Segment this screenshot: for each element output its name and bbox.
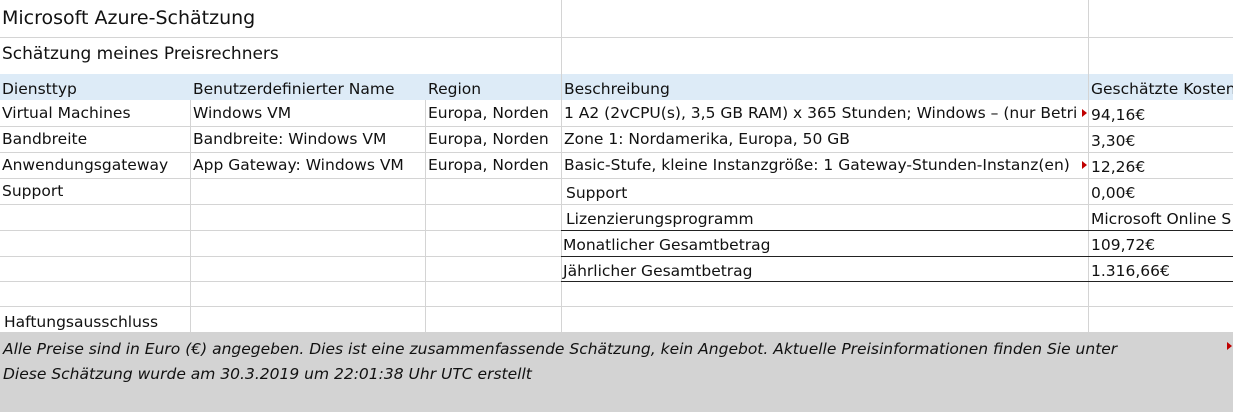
cell-description[interactable]: 1 A2 (2vCPU(s), 3,5 GB RAM) x 365 Stunde… (564, 104, 1078, 122)
gridline-v (190, 100, 191, 332)
gridline-v (561, 0, 562, 332)
overflow-marker-icon (1082, 109, 1087, 117)
summary-border (561, 230, 1233, 231)
cell-service-type[interactable]: Anwendungsgateway (2, 156, 169, 174)
summary-monthly-value[interactable]: 109,72€ (1091, 236, 1156, 254)
gridline-v (425, 100, 426, 332)
cell-description[interactable]: Basic-Stufe, kleine Instanzgröße: 1 Gate… (564, 156, 1070, 174)
gridline-h (0, 230, 561, 231)
header-service-type[interactable]: Diensttyp (2, 80, 77, 98)
overflow-marker-icon (1227, 342, 1232, 350)
summary-yearly-label[interactable]: Jährlicher Gesamtbetrag (563, 262, 753, 280)
gridline-h (0, 256, 561, 257)
disclaimer-line-1[interactable]: Alle Preise sind in Euro (€) angegeben. … (3, 340, 1118, 358)
cell-service-type[interactable]: Virtual Machines (2, 104, 131, 122)
cell-region[interactable]: Europa, Norden (428, 130, 549, 148)
header-description[interactable]: Beschreibung (564, 80, 670, 98)
summary-border (561, 281, 1233, 282)
cell-region[interactable]: Europa, Norden (428, 156, 549, 174)
header-region[interactable]: Region (428, 80, 482, 98)
disclaimer-label[interactable]: Haftungsausschluss (4, 313, 159, 331)
gridline-h (0, 152, 1233, 153)
cell-cost[interactable]: 12,26€ (1091, 158, 1146, 176)
summary-yearly-value[interactable]: 1.316,66€ (1091, 262, 1170, 280)
header-estimated-cost[interactable]: Geschätzte Kosten (1091, 80, 1233, 98)
cell-region[interactable]: Europa, Norden (428, 104, 549, 122)
cell-cost[interactable]: 94,16€ (1091, 106, 1146, 124)
gridline-h (0, 178, 1233, 179)
summary-licensing-value[interactable]: Microsoft Online S (1091, 210, 1232, 228)
overflow-marker-icon (1082, 161, 1087, 169)
gridline-h (0, 204, 561, 205)
gridline-h (561, 204, 1233, 205)
summary-monthly-label[interactable]: Monatlicher Gesamtbetrag (563, 236, 771, 254)
header-custom-name[interactable]: Benutzerdefinierter Name (193, 80, 395, 98)
cell-custom-name[interactable]: App Gateway: Windows VM (193, 156, 404, 174)
cell-cost[interactable]: 3,30€ (1091, 132, 1136, 150)
cell-service-type[interactable]: Support (2, 182, 64, 200)
disclaimer-line-2[interactable]: Diese Schätzung wurde am 30.3.2019 um 22… (3, 365, 532, 383)
disclaimer-area (0, 332, 1233, 412)
table-header-fill (0, 74, 1233, 100)
summary-border (561, 256, 1233, 257)
gridline-h (0, 306, 1233, 307)
summary-licensing-label[interactable]: Lizenzierungsprogramm (566, 210, 754, 228)
gridline-v (1088, 0, 1089, 332)
cell-custom-name[interactable]: Bandbreite: Windows VM (193, 130, 387, 148)
cell-description[interactable]: Zone 1: Nordamerika, Europa, 50 GB (564, 130, 850, 148)
page-title[interactable]: Microsoft Azure-Schätzung (2, 7, 256, 29)
summary-support-value[interactable]: 0,00€ (1091, 184, 1136, 202)
cell-custom-name[interactable]: Windows VM (193, 104, 292, 122)
gridline-h (0, 37, 1233, 38)
cell-service-type[interactable]: Bandbreite (2, 130, 88, 148)
gridline-h (0, 126, 1233, 127)
page-subtitle[interactable]: Schätzung meines Preisrechners (2, 44, 279, 64)
summary-support-label[interactable]: Support (566, 184, 628, 202)
